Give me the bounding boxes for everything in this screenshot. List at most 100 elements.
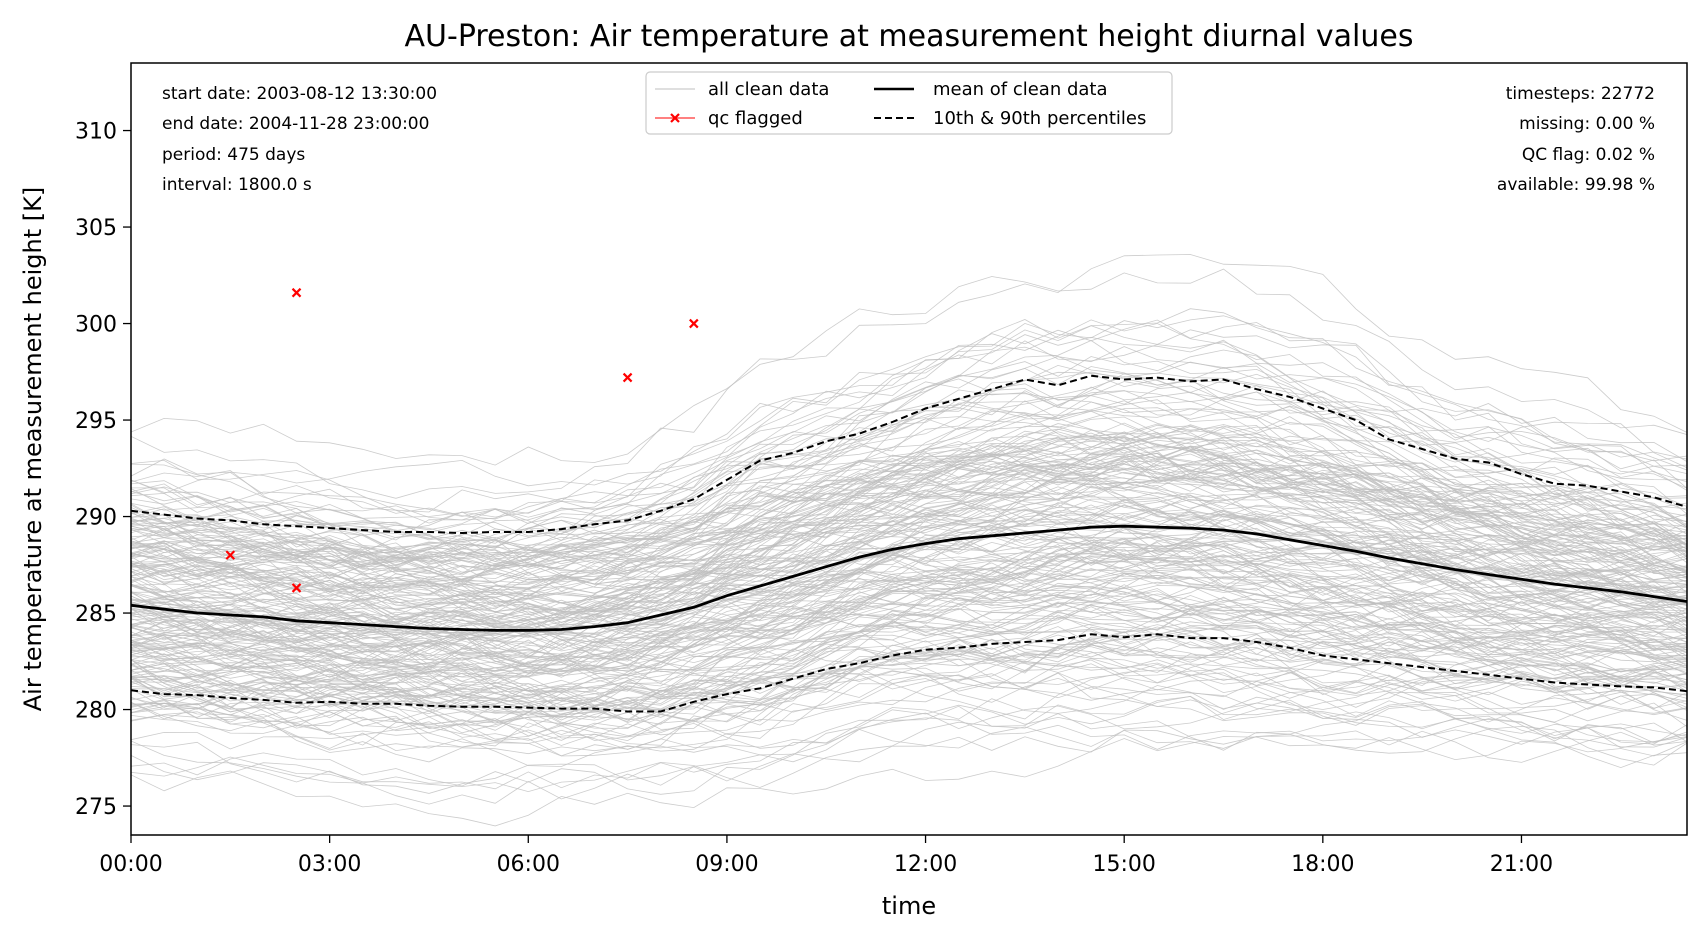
clean-data-line (131, 586, 1687, 671)
clean-data-line (131, 634, 1687, 691)
info-available: available: 99.98 % (1497, 175, 1655, 195)
info-right: timesteps: 22772 missing: 0.00 % QC flag… (1497, 84, 1655, 195)
clean-data-line (131, 541, 1687, 635)
info-period: period: 475 days (162, 145, 305, 165)
clean-data-line (131, 584, 1687, 710)
clean-data-line (131, 407, 1687, 568)
clean-data-line (131, 591, 1687, 714)
clean-data-line (131, 666, 1687, 712)
clean-data-line (131, 558, 1687, 660)
info-left: start date: 2003-08-12 13:30:00 end date… (162, 84, 437, 195)
clean-data-line (131, 640, 1687, 729)
clean-data-line (131, 630, 1687, 698)
clean-data-line (131, 446, 1687, 573)
clean-data-line (131, 254, 1687, 499)
clean-data-line (131, 393, 1687, 538)
clean-data-line (131, 376, 1687, 541)
clean-data-line (131, 543, 1687, 709)
clean-data-line (131, 600, 1687, 711)
y-tick-label: 305 (75, 216, 117, 241)
clean-data-line (131, 695, 1687, 795)
qc-flagged-point (291, 287, 302, 298)
clean-data-line (131, 457, 1687, 599)
legend-label-mean: mean of clean data (933, 79, 1108, 100)
clean-data-line (131, 334, 1687, 513)
clean-data-line (131, 685, 1687, 790)
clean-data-line (131, 581, 1687, 665)
info-qc-flag: QC flag: 0.02 % (1522, 145, 1655, 165)
clean-data-line (131, 399, 1687, 598)
qc-flagged-point (689, 318, 699, 329)
percentile-lines (131, 374, 1687, 713)
x-axis-label: time (882, 892, 936, 920)
clean-data-line (131, 400, 1687, 565)
clean-data-line (131, 642, 1687, 757)
clean-data-line (131, 340, 1687, 540)
clean-data-line (131, 536, 1687, 692)
clean-data-line (131, 456, 1687, 568)
clean-data-line (131, 513, 1687, 623)
clean-data-line (131, 494, 1687, 618)
clean-data-line (131, 504, 1687, 667)
clean-data-line (131, 572, 1687, 638)
x-tick-label: 12:00 (894, 852, 957, 877)
clean-data-line (131, 604, 1687, 709)
x-axis: 00:00 03:00 06:00 09:00 12:00 15:00 18:00 21:00 (99, 835, 1553, 877)
y-tick-label: 290 (75, 506, 117, 531)
clean-data-line (131, 606, 1687, 706)
clean-data-line (131, 308, 1687, 531)
clean-data-line (131, 725, 1687, 805)
clean-data-line (131, 456, 1687, 573)
clean-data-line (131, 536, 1687, 613)
clean-data-line (131, 726, 1687, 794)
legend-label-clean: all clean data (708, 79, 829, 100)
clean-data-line (131, 600, 1687, 718)
y-tick-label: 295 (75, 409, 117, 434)
clean-data-line (131, 460, 1687, 633)
mean-line (131, 524, 1687, 632)
clean-data-line (131, 631, 1687, 716)
clean-data-line (131, 436, 1687, 596)
clean-data-line (131, 424, 1687, 563)
clean-data-line (131, 319, 1687, 541)
clean-data-line (131, 390, 1687, 572)
percentile-10-line (131, 633, 1687, 713)
clean-data-line (131, 413, 1687, 578)
info-end-date: end date: 2004-11-28 23:00:00 (162, 114, 429, 134)
clean-data-line (131, 315, 1687, 521)
clean-data-line (131, 581, 1687, 669)
clean-data-line (131, 531, 1687, 677)
clean-data-line (131, 557, 1687, 719)
clean-data-line (131, 559, 1687, 657)
x-tick-label: 00:00 (99, 852, 162, 877)
clean-data-line (131, 389, 1687, 554)
clean-data-line (131, 451, 1687, 593)
clean-data-line (131, 452, 1687, 580)
chart-title: AU-Preston: Air temperature at measureme… (405, 19, 1414, 54)
x-tick-label: 03:00 (298, 852, 361, 877)
clean-data-line (131, 561, 1687, 660)
y-tick-label: 300 (75, 313, 117, 338)
clean-data-line (131, 653, 1687, 767)
clean-data-line (131, 550, 1687, 692)
clean-data-line (131, 456, 1687, 571)
clean-data-line (131, 446, 1687, 614)
legend-swatch-qc-marker (670, 113, 680, 123)
clean-data-line (131, 586, 1687, 651)
qc-flagged-point (622, 372, 633, 383)
clean-data-line (131, 498, 1687, 675)
clean-data-line (131, 383, 1687, 541)
info-timesteps: timesteps: 22772 (1506, 84, 1655, 104)
clean-data-line (131, 527, 1687, 622)
clean-data-line (131, 423, 1687, 581)
y-axis-label: Air temperature at measurement height [K… (19, 187, 47, 711)
clean-data-line (131, 463, 1687, 617)
y-tick-label: 285 (75, 602, 117, 627)
legend-frame (645, 71, 1173, 135)
clean-data-line (131, 703, 1687, 793)
x-tick-label: 09:00 (695, 852, 758, 877)
clean-data-line (131, 515, 1687, 645)
legend-label-qc: qc flagged (708, 108, 803, 129)
clean-data-line (131, 437, 1687, 634)
qc-flagged-point (291, 583, 302, 593)
